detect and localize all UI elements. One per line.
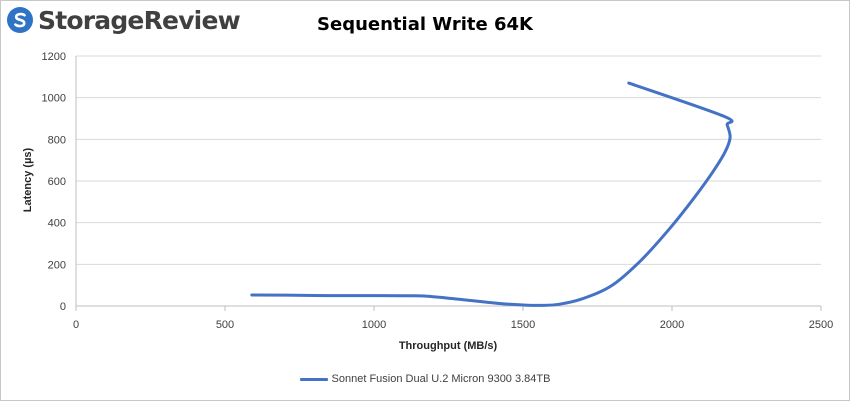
chart-legend: Sonnet Fusion Dual U.2 Micron 9300 3.84T… <box>0 373 850 385</box>
y-tick-label: 800 <box>48 134 66 146</box>
x-tick-label: 1000 <box>362 319 386 331</box>
x-tick-label: 2000 <box>660 319 684 331</box>
storagereview-logo-icon <box>7 7 33 33</box>
x-tick-label: 1500 <box>511 319 535 331</box>
gridlines <box>76 55 821 265</box>
y-tick-label: 1000 <box>42 93 66 105</box>
series-line <box>250 81 734 307</box>
y-tick-label: 0 <box>60 301 66 313</box>
legend-label: Sonnet Fusion Dual U.2 Micron 9300 3.84T… <box>331 373 551 385</box>
series-layer <box>250 81 734 307</box>
x-tick-label: 500 <box>216 319 234 331</box>
logo-wordmark: StorageReview <box>38 5 241 35</box>
y-tick-label: 400 <box>48 218 66 230</box>
x-tick-label: 2500 <box>809 319 833 331</box>
storagereview-logo: StorageReview <box>6 4 241 36</box>
legend-swatch <box>299 377 328 381</box>
chart-title: Sequential Write 64K <box>317 14 533 35</box>
y-tick-label: 200 <box>48 259 66 271</box>
x-tick-label: 0 <box>73 319 79 331</box>
axes: 0 200 400 600 800 1000 1200 0 500 1000 1500 2000 250… <box>42 51 834 331</box>
y-axis-title: Latency (µs) <box>22 147 34 212</box>
x-axis-title: Throughput (MB/s) <box>399 340 498 352</box>
y-tick-label: 600 <box>48 176 66 188</box>
y-tick-label: 1200 <box>42 51 66 63</box>
